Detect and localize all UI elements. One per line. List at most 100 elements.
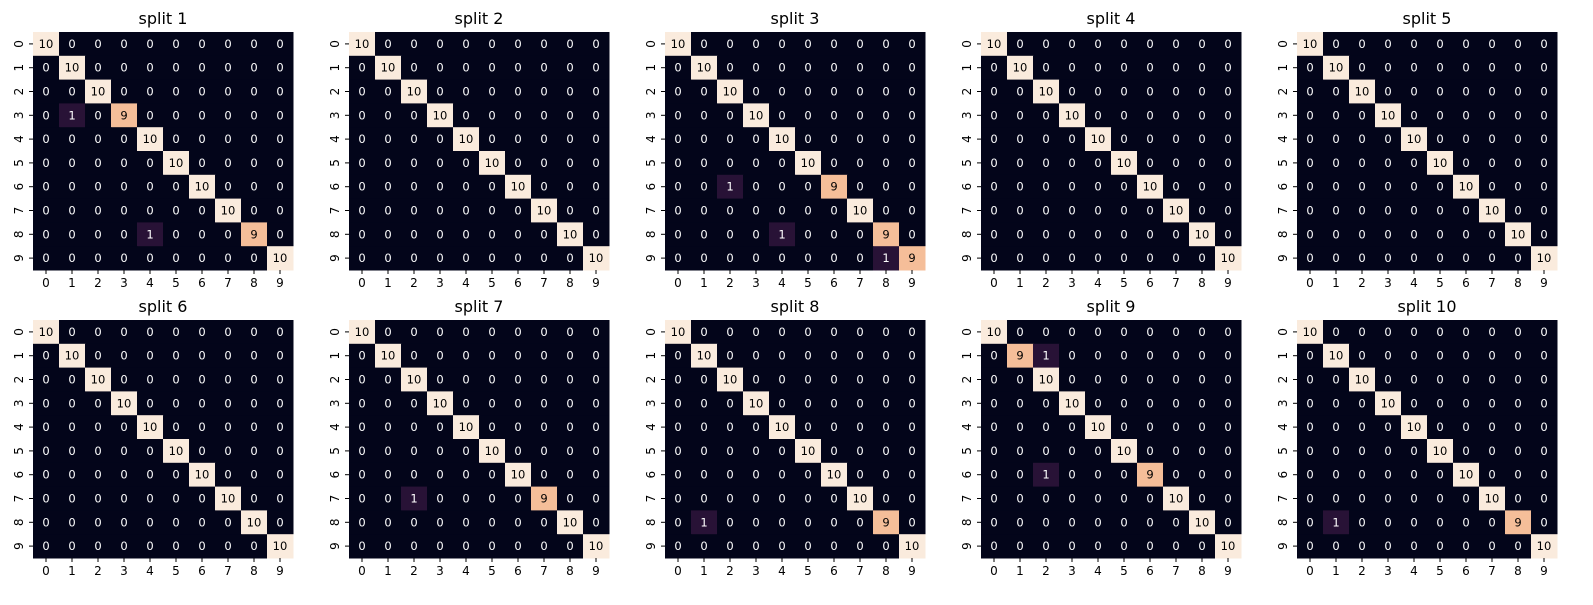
cell-value-label: 0 <box>172 132 179 146</box>
heatmap-cell <box>215 439 242 464</box>
heatmap-cell <box>401 486 428 511</box>
y-tick-label: 9 <box>644 254 658 262</box>
heatmap-panel-1: split 110 0 0 0 0 0 0 0 0 00 10 0 0 0 0 0 0 0 00 0 10 0 0 0 0 0 0 0… <box>12 9 294 290</box>
heatmap-panel-8: split 810 0 0 0 0 0 0 0 0 00 10 0 0 0 0 0 0 0 00 0 10 0 0 0 0 0 0 0… <box>644 297 926 578</box>
heatmap-cell <box>1111 127 1138 152</box>
heatmap-cell <box>137 320 164 345</box>
heatmap-cell <box>1059 79 1086 104</box>
heatmap-cell <box>873 222 900 247</box>
cell-value-label: 0 <box>120 156 127 170</box>
cell-value-label: 0 <box>146 325 153 339</box>
x-tick-label: 3 <box>436 564 444 578</box>
heatmap-cell <box>821 510 848 535</box>
heatmap-cell <box>1323 415 1350 440</box>
cell-value-label: 0 <box>1488 325 1495 339</box>
y-tick-label: 5 <box>12 447 26 455</box>
cell-value-label: 0 <box>778 251 785 265</box>
x-tick-label: 7 <box>540 564 548 578</box>
heatmap-cell <box>1401 510 1428 535</box>
cell-value-label: 0 <box>882 61 889 75</box>
heatmap-panel-4: split 410 0 0 0 0 0 0 0 0 00 10 0 0 0 0 0 0 0 00 0 10 0 0 0 0 0 0 0… <box>960 9 1242 290</box>
heatmap-cell <box>981 534 1008 559</box>
cell-value-label: 0 <box>1514 180 1521 194</box>
cell-value-label: 0 <box>1540 132 1547 146</box>
cell-value-label: 0 <box>1172 325 1179 339</box>
cell-value-label: 0 <box>1224 325 1231 339</box>
y-tick-label: 9 <box>960 254 974 262</box>
heatmap-cell <box>241 320 268 345</box>
heatmap-cell <box>33 439 60 464</box>
cell-value-label: 0 <box>94 156 101 170</box>
heatmap-cell <box>1189 439 1216 464</box>
heatmap-cell <box>85 79 112 104</box>
heatmap-cell <box>717 534 744 559</box>
heatmap-cell <box>557 367 584 392</box>
cell-value-label: 0 <box>410 444 417 458</box>
cell-value-label: 0 <box>1332 156 1339 170</box>
cell-value-label: 0 <box>830 85 837 99</box>
cell-value-label: 0 <box>1514 396 1521 410</box>
cell-value-label: 0 <box>752 61 759 75</box>
cell-value-label: 0 <box>198 444 205 458</box>
cell-value-label: 0 <box>540 251 547 265</box>
cell-value-label: 0 <box>856 515 863 529</box>
heatmap-cell <box>137 174 164 200</box>
heatmap-cell <box>899 415 926 440</box>
heatmap-cell <box>349 415 376 440</box>
y-tick-label: 3 <box>960 399 974 407</box>
heatmap-cell <box>1505 151 1532 176</box>
heatmap-cell <box>795 32 822 57</box>
cell-value-label: 0 <box>1514 492 1521 506</box>
x-tick-label: 2 <box>94 564 102 578</box>
x-tick-label: 5 <box>488 276 496 290</box>
heatmap-cell <box>1531 198 1558 223</box>
cell-value-label: 0 <box>1120 227 1127 241</box>
heatmap-cell <box>981 151 1008 176</box>
x-tick-label: 6 <box>1462 276 1470 290</box>
y-tick-label: 8 <box>644 230 658 238</box>
cell-value-label: 0 <box>540 373 547 387</box>
cell-value-label: 0 <box>1306 539 1313 553</box>
cell-value-label: 0 <box>488 37 495 51</box>
heatmap-cell <box>59 439 86 464</box>
cell-value-label: 10 <box>537 204 552 218</box>
cell-value-label: 0 <box>566 396 573 410</box>
heatmap-cell <box>163 198 190 223</box>
cell-value-label: 0 <box>1042 204 1049 218</box>
cell-value-label: 0 <box>1146 61 1153 75</box>
cell-value-label: 0 <box>488 132 495 146</box>
cell-value-label: 0 <box>276 349 283 363</box>
cell-value-label: 0 <box>1016 180 1023 194</box>
heatmap-cell <box>427 246 454 271</box>
cell-value-label: 0 <box>1410 204 1417 218</box>
cell-value-label: 10 <box>671 37 686 51</box>
cell-value-label: 0 <box>726 325 733 339</box>
cell-value-label: 0 <box>462 444 469 458</box>
cell-value-label: 0 <box>1224 420 1231 434</box>
cell-value-label: 0 <box>1358 396 1365 410</box>
cell-value-label: 0 <box>674 468 681 482</box>
cell-value-label: 0 <box>1224 37 1231 51</box>
heatmap-cell <box>1453 151 1480 176</box>
heatmap-cell <box>1427 32 1454 57</box>
cell-value-label: 0 <box>566 373 573 387</box>
cell-value-label: 0 <box>1068 539 1075 553</box>
heatmap-cell <box>1085 79 1112 104</box>
heatmap-cell <box>505 246 532 271</box>
heatmap-cell <box>1111 534 1138 559</box>
cell-value-label: 0 <box>1198 180 1205 194</box>
cell-value-label: 0 <box>1198 325 1205 339</box>
cell-value-label: 0 <box>1358 61 1365 75</box>
cell-value-label: 0 <box>250 132 257 146</box>
heatmap-cell <box>1531 320 1558 345</box>
cell-value-label: 0 <box>1306 61 1313 75</box>
heatmap-cell <box>267 79 294 104</box>
heatmap-cell <box>1479 320 1506 345</box>
heatmap-cell <box>981 79 1008 104</box>
cell-value-label: 0 <box>856 132 863 146</box>
heatmap-cell <box>1163 198 1190 223</box>
heatmap-cell <box>691 198 718 223</box>
cell-value-label: 0 <box>42 492 49 506</box>
cell-value-label: 0 <box>1462 204 1469 218</box>
cell-value-label: 1 <box>1042 349 1049 363</box>
